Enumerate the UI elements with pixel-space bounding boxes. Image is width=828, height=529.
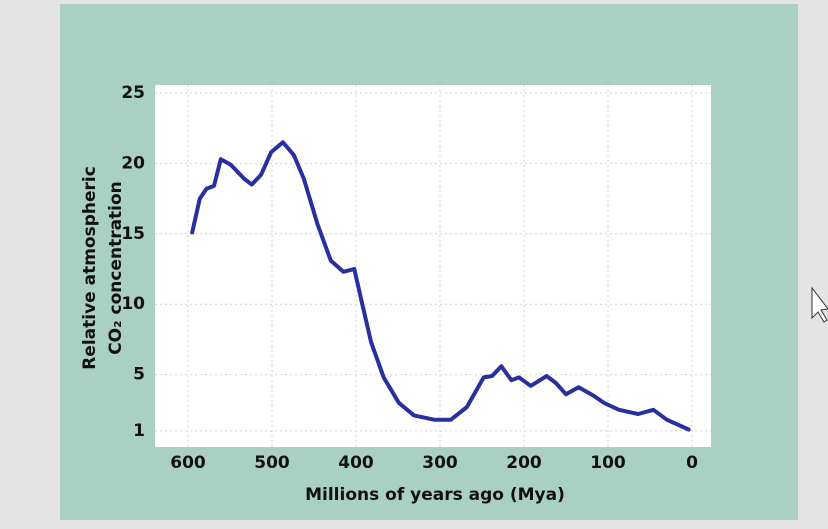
x-tick-label: 400: [338, 453, 374, 473]
y-tick-label: 20: [121, 153, 145, 173]
data-line: [190, 140, 691, 432]
x-tick-label: 100: [590, 453, 626, 473]
y-tick-label: 15: [121, 224, 145, 244]
y-tick-label: 10: [121, 294, 145, 314]
x-tick-label: 300: [422, 453, 458, 473]
x-tick-label: 600: [170, 453, 206, 473]
y-tick-label: 5: [133, 365, 145, 385]
x-axis-label: Millions of years ago (Mya): [305, 485, 565, 505]
plot-area: [155, 85, 711, 447]
x-tick-label: 200: [506, 453, 542, 473]
mouse-cursor: [811, 286, 828, 323]
x-tick-label: 500: [254, 453, 290, 473]
y-axis-label: CO₂ concentration: [106, 181, 126, 355]
y-tick-label: 1: [133, 421, 145, 441]
x-tick-label: 0: [686, 453, 698, 473]
y-axis-label: Relative atmospheric: [80, 166, 100, 370]
y-tick-label: 25: [121, 83, 145, 103]
